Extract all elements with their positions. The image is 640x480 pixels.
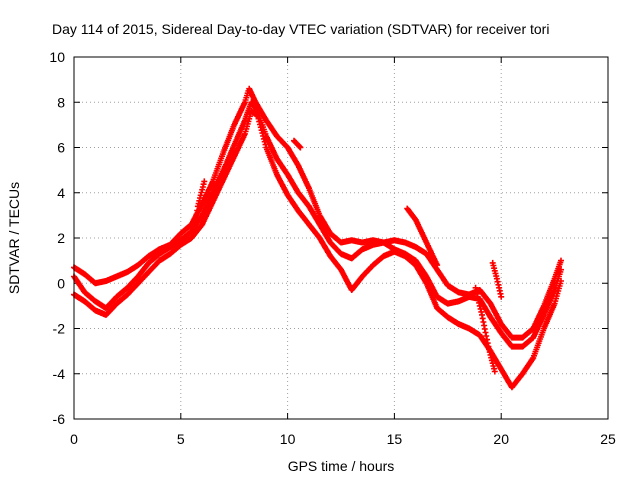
chart-title: Day 114 of 2015, Sidereal Day-to-day VTE… <box>52 21 549 37</box>
y-axis-label: SDTVAR / TECUs <box>6 182 22 294</box>
series-fragment-near-16 <box>404 205 441 269</box>
y-tick-label: 0 <box>57 275 65 291</box>
y-tick-label: -2 <box>53 321 66 337</box>
y-tick-label: -6 <box>53 411 66 427</box>
y-tick-label: -4 <box>53 366 66 382</box>
plus-markers <box>190 178 208 235</box>
plus-markers <box>489 259 505 300</box>
x-tick-label: 10 <box>280 431 296 447</box>
x-tick-label: 15 <box>387 431 403 447</box>
plus-markers <box>71 108 564 391</box>
x-tick-label: 20 <box>493 431 509 447</box>
series-trace-1 <box>71 85 564 341</box>
plus-markers <box>291 137 304 151</box>
x-tick-label: 5 <box>177 431 185 447</box>
series-fragment-near-20 <box>489 259 505 300</box>
y-tick-label: 10 <box>49 49 65 65</box>
x-tick-label: 0 <box>70 431 78 447</box>
y-tick-label: 6 <box>57 140 65 156</box>
x-axis-label: GPS time / hours <box>288 458 395 474</box>
series-trace-3 <box>71 108 564 391</box>
plus-markers <box>404 205 441 269</box>
series-trace-2 <box>71 99 564 350</box>
series-fragment-near-19 <box>472 284 498 375</box>
axis-ticks: 0 5 10 15 20 25 -6 -4 -2 0 2 4 6 8 10 <box>49 49 616 447</box>
y-tick-label: 2 <box>57 230 65 246</box>
series-fragment-near-10 <box>291 137 304 151</box>
y-tick-label: 8 <box>57 94 65 110</box>
plus-markers <box>472 284 498 375</box>
plot-frame <box>73 56 609 420</box>
x-tick-label: 25 <box>600 431 616 447</box>
series-fragment-near-7 <box>190 178 208 235</box>
plus-markers <box>71 85 564 341</box>
grid <box>74 57 608 419</box>
plus-markers <box>71 99 564 350</box>
y-tick-label: 4 <box>57 185 65 201</box>
